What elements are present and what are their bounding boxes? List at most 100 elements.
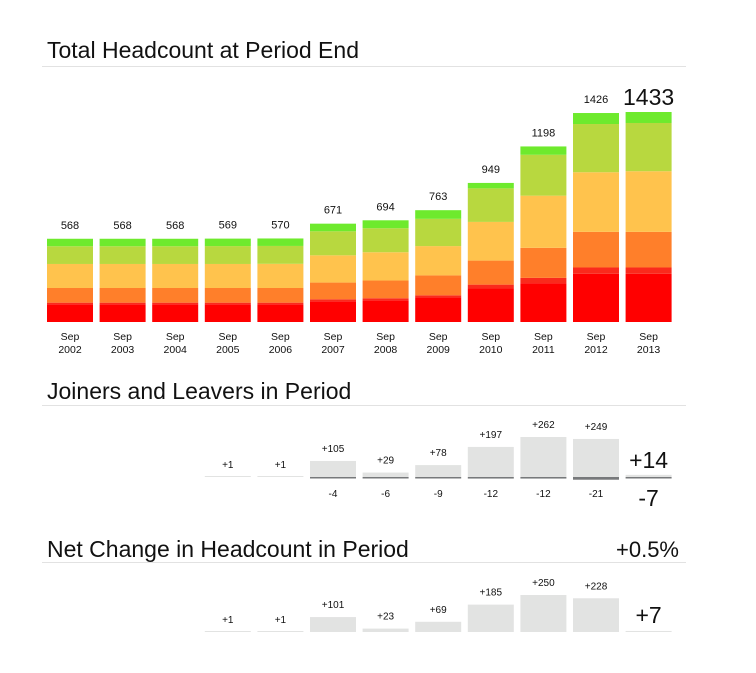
net-change-label: +69 [430, 605, 447, 616]
leavers-label: -21 [589, 489, 604, 500]
headcount-bar-segment [467, 221, 514, 261]
headcount-bar-segment [99, 288, 146, 303]
headcount-bar-segment [362, 220, 409, 229]
headcount-bar-segment [152, 263, 199, 289]
net-change-bar [415, 621, 462, 632]
net-change-label: +1 [275, 615, 287, 626]
headcount-bar-segment [99, 302, 146, 305]
headcount-bar-segment [152, 238, 199, 247]
x-tick-label: 2007 [321, 344, 345, 356]
headcount-bar-segment [573, 231, 619, 268]
x-tick-label: Sep [429, 331, 448, 343]
joiners-bar [573, 438, 619, 477]
leavers-bar [625, 477, 672, 479]
net-change-bar [362, 628, 409, 632]
joiners-label: +29 [377, 456, 394, 467]
headcount-bar-segment [310, 223, 356, 232]
net-change-label: +1 [222, 615, 234, 626]
net-change-bar [204, 631, 251, 632]
headcount-bar-segment [204, 288, 251, 303]
headcount-bar-segment [204, 246, 251, 264]
joiners-leavers-title-rule [42, 405, 686, 406]
net-change-bar [310, 617, 356, 632]
headcount-bar-segment [573, 267, 619, 274]
leavers-bar [415, 477, 462, 479]
headcount-total-label: 1198 [532, 127, 556, 139]
headcount-title: Total Headcount at Period End [47, 37, 359, 63]
joiners-label: +14 [629, 447, 668, 473]
headcount-bar-segment [204, 263, 251, 289]
headcount-bar-segment [573, 124, 619, 173]
x-tick-label: Sep [481, 331, 500, 343]
x-tick-label: 2005 [216, 344, 240, 356]
headcount-bar-segment [257, 304, 304, 322]
headcount-bar-segment [467, 188, 514, 222]
headcount-bar-segment [99, 263, 146, 289]
joiners-bar [204, 476, 251, 477]
headcount-bar-segment [362, 252, 409, 281]
headcount-bar-segment [573, 172, 619, 232]
net-change-label: +7 [635, 602, 661, 628]
headcount-bar-segment [625, 273, 672, 322]
joiners-bar [257, 476, 304, 477]
headcount-bar-segment [625, 171, 672, 232]
headcount-bar-segment [520, 283, 567, 322]
x-tick-label: 2013 [637, 344, 661, 356]
x-tick-label: Sep [324, 331, 343, 343]
leavers-bar [520, 477, 567, 479]
headcount-bar-segment [310, 255, 356, 283]
net-change-bar [257, 631, 304, 632]
headcount-bar-segment [310, 299, 356, 302]
headcount-total-label: 671 [324, 205, 342, 217]
leavers-label: -7 [638, 485, 658, 511]
headcount-bar-segment [310, 282, 356, 300]
headcount-bar-segment [47, 304, 93, 322]
joiners-label: +197 [480, 430, 503, 441]
headcount-bar-segment [362, 300, 409, 322]
headcount-bar-segment [415, 297, 462, 322]
net-change-bar [573, 598, 619, 632]
net-change-label: +185 [480, 588, 503, 599]
joiners-label: +1 [275, 460, 287, 471]
joiners-label: +78 [430, 448, 447, 459]
headcount-total-label: 949 [482, 164, 500, 176]
leavers-bar [362, 477, 409, 479]
headcount-bar-segment [99, 246, 146, 264]
headcount-bar-segment [99, 304, 146, 322]
leavers-label: -12 [536, 489, 551, 500]
leavers-label: -12 [484, 489, 499, 500]
headcount-bar-segment [47, 246, 93, 264]
headcount-bar-segment [152, 246, 199, 264]
headcount-bar-segment [520, 277, 567, 284]
headcount-total-label: 694 [376, 201, 394, 213]
headcount-bar-segment [415, 295, 462, 298]
net-change-bar [467, 604, 514, 632]
headcount-bar-segment [47, 238, 93, 247]
joiners-leavers-title: Joiners and Leavers in Period [47, 378, 352, 404]
net-change-label: +228 [585, 581, 608, 592]
x-tick-label: 2008 [374, 344, 398, 356]
headcount-bar-segment [310, 301, 356, 322]
x-tick-label: Sep [61, 331, 80, 343]
headcount-bar-segment [47, 263, 93, 289]
joiners-bar [362, 472, 409, 477]
headcount-bar-segment [520, 154, 567, 196]
headcount-bar-segment [415, 246, 462, 276]
headcount-bar-segment [362, 298, 409, 301]
x-tick-label: 2011 [532, 344, 555, 356]
headcount-bar-segment [257, 245, 304, 264]
headcount-bar-segment [625, 231, 672, 268]
x-tick-label: 2003 [111, 344, 135, 356]
x-tick-label: 2006 [269, 344, 293, 356]
headcount-bar-segment [257, 238, 304, 246]
net-change-label: +23 [377, 612, 394, 623]
leavers-bar [573, 477, 619, 480]
x-tick-label: Sep [534, 331, 553, 343]
net-change-title: Net Change in Headcount in Period [47, 536, 409, 562]
headcount-total-label: 568 [166, 220, 184, 232]
headcount-bar-segment [257, 302, 304, 305]
headcount-total-label: 568 [61, 220, 79, 232]
net-change-percent: +0.5% [616, 537, 679, 562]
headcount-bar-segment [204, 238, 251, 247]
headcount-total-label: 568 [113, 220, 131, 232]
